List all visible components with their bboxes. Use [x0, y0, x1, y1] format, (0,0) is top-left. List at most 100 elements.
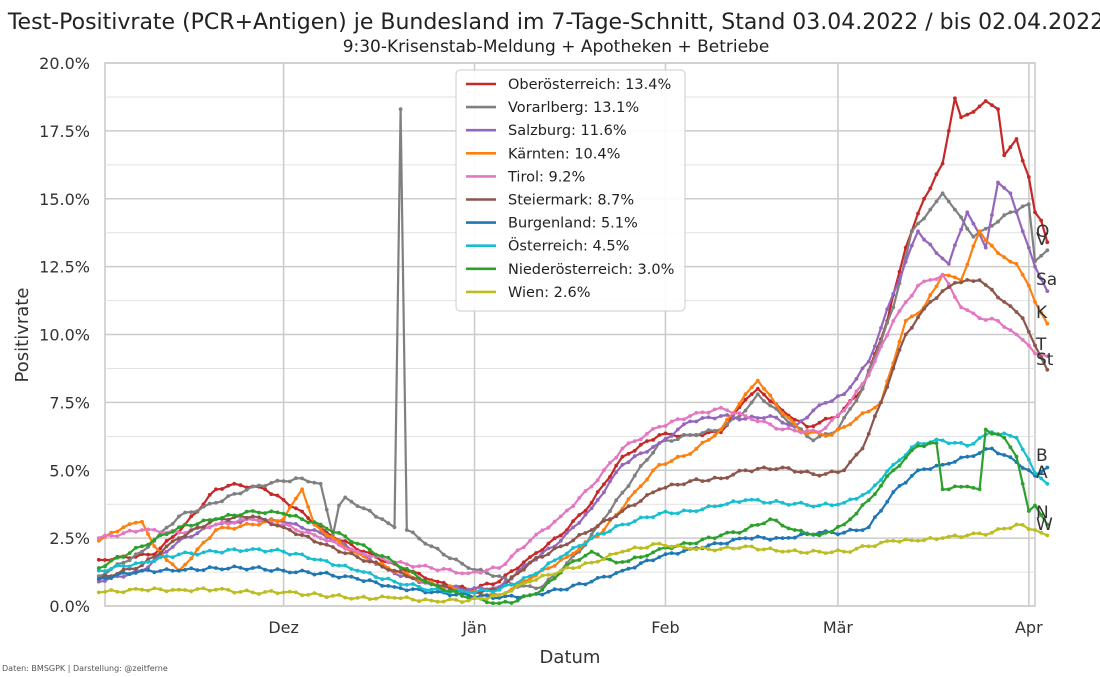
data-point	[207, 565, 212, 570]
series-end-label: A	[1036, 463, 1048, 483]
data-point	[392, 568, 397, 573]
data-point	[355, 577, 360, 581]
data-point	[657, 433, 662, 437]
data-point	[250, 566, 255, 570]
data-point	[571, 546, 575, 550]
data-point	[719, 427, 723, 432]
data-point	[207, 520, 212, 525]
data-point	[331, 573, 335, 578]
data-point	[768, 414, 773, 418]
data-point	[115, 563, 120, 568]
data-point	[700, 431, 705, 435]
data-point	[281, 498, 286, 502]
data-point	[1026, 202, 1031, 207]
data-point	[1008, 259, 1013, 264]
data-point	[866, 525, 871, 530]
data-point	[903, 319, 908, 323]
data-point	[645, 493, 649, 497]
data-point	[281, 519, 286, 524]
data-point	[873, 492, 877, 496]
data-point	[133, 566, 138, 571]
data-point	[565, 555, 569, 559]
y-tick-label: 15.0%	[39, 190, 90, 209]
data-point	[361, 594, 366, 599]
data-point	[269, 492, 274, 497]
data-point	[977, 278, 982, 283]
data-point	[897, 277, 902, 282]
data-point	[133, 571, 138, 575]
data-point	[170, 535, 175, 539]
data-point	[189, 535, 194, 539]
data-point	[934, 251, 939, 256]
data-point	[238, 590, 243, 594]
data-point	[441, 567, 446, 571]
data-point	[183, 567, 188, 572]
data-point	[411, 597, 415, 602]
data-point	[312, 480, 317, 485]
data-point	[355, 504, 360, 508]
data-credit: Daten: BMSGPK | Darstellung: @zeitferne	[2, 664, 168, 673]
data-point	[244, 515, 249, 520]
data-point	[583, 553, 588, 558]
data-point	[441, 583, 446, 588]
data-point	[719, 414, 723, 418]
data-point	[694, 547, 699, 552]
data-point	[103, 569, 107, 573]
data-point	[195, 509, 200, 514]
data-point	[792, 422, 797, 427]
data-point	[762, 416, 766, 420]
data-point	[158, 546, 163, 551]
data-point	[731, 472, 736, 477]
x-tick-label: Apr	[1015, 618, 1043, 637]
data-point	[829, 433, 834, 437]
data-point	[916, 283, 920, 288]
data-point	[638, 555, 643, 559]
data-point	[848, 517, 853, 522]
data-point	[275, 567, 280, 571]
data-point	[398, 107, 403, 112]
data-point	[860, 411, 865, 416]
data-point	[743, 392, 748, 397]
data-point	[595, 559, 600, 564]
data-point	[860, 544, 865, 548]
data-point	[996, 451, 1000, 456]
data-point	[792, 535, 797, 540]
data-point	[386, 560, 391, 564]
data-point	[485, 571, 489, 575]
data-point	[170, 522, 175, 526]
data-point	[232, 481, 237, 486]
data-point	[842, 415, 846, 420]
data-point	[1014, 262, 1019, 266]
data-point	[177, 587, 181, 592]
data-point	[799, 550, 803, 555]
data-point	[571, 566, 575, 571]
data-point	[466, 590, 471, 595]
data-point	[318, 522, 323, 527]
data-point	[626, 451, 631, 456]
data-point	[478, 587, 483, 592]
data-point	[602, 490, 606, 495]
data-point	[300, 517, 304, 522]
data-point	[694, 419, 699, 424]
data-point	[287, 528, 292, 532]
data-point	[146, 527, 151, 532]
data-point	[836, 413, 840, 417]
data-point	[743, 536, 748, 540]
data-point	[1002, 453, 1007, 457]
data-point	[620, 454, 625, 459]
data-point	[965, 210, 970, 215]
data-point	[226, 517, 231, 522]
data-point	[226, 512, 231, 517]
data-point	[528, 577, 532, 581]
data-point	[706, 428, 711, 432]
data-point	[509, 569, 514, 573]
data-point	[977, 229, 982, 234]
x-tick-label: Dez	[268, 618, 299, 637]
data-point	[909, 243, 914, 248]
data-point	[294, 522, 298, 526]
data-point	[287, 589, 292, 594]
data-point	[558, 558, 563, 562]
data-point	[232, 590, 237, 595]
data-point	[133, 545, 138, 550]
data-point	[1039, 530, 1044, 535]
